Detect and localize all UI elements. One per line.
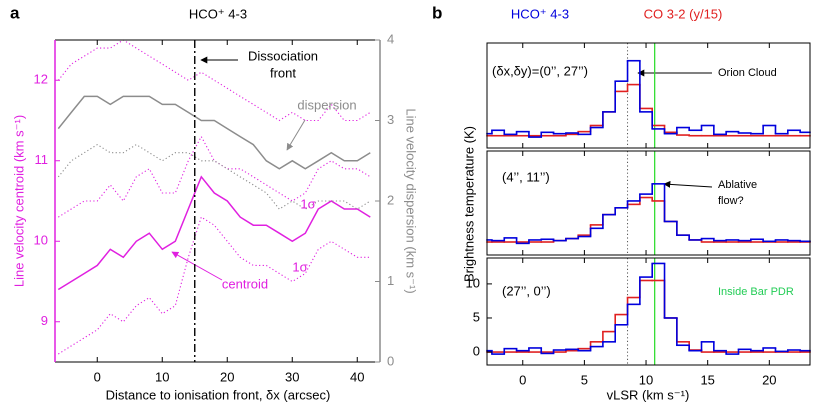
- y-tick-label: 10: [34, 233, 48, 248]
- y2-tick-label: 4: [387, 31, 394, 46]
- x-tick-label: 10: [155, 369, 169, 384]
- legend-label: CO 3-2 (y/15): [644, 6, 723, 21]
- x-tick-label: 10: [639, 372, 653, 387]
- annotation: Ablative: [718, 179, 757, 191]
- x-tick-label: 30: [285, 369, 299, 384]
- annotation: dispersion: [297, 97, 356, 112]
- series-line: [58, 135, 371, 218]
- annotation: 1σ: [292, 259, 307, 274]
- series-line: [57, 175, 371, 291]
- y-tick-label: 10: [466, 275, 480, 290]
- y-axis-label: Brightness temperature (K): [461, 126, 476, 282]
- panel-position-label: (δx,δy)=(0’’, 27’’): [492, 63, 588, 78]
- y2-tick-label: 0: [387, 353, 394, 368]
- y-tick-label: 12: [34, 72, 48, 87]
- x-axis-label: Distance to ionisation front, δx (arcsec…: [106, 387, 331, 402]
- series-line: [57, 143, 371, 210]
- x-tick-label: 20: [220, 369, 234, 384]
- y-tick-label: 11: [35, 152, 49, 167]
- panel-position-label: (4’’, 11’’): [502, 169, 550, 184]
- y-axis-label: Line velocity centroid (km s⁻¹): [11, 115, 26, 287]
- panel-label: a: [10, 3, 20, 22]
- panel-frame: [486, 150, 811, 256]
- legend-label: HCO⁺ 4-3: [511, 6, 569, 21]
- arrow: [171, 251, 223, 281]
- annotation: front: [270, 65, 296, 80]
- annotation: Orion Cloud: [718, 67, 777, 79]
- chart-title: HCO⁺ 4-3: [189, 6, 247, 21]
- panel-position-label: (27’’, 0’’): [502, 283, 551, 298]
- annotation: Dissociation: [248, 48, 318, 63]
- annotation: flow?: [718, 195, 744, 207]
- x-tick-label: 0: [519, 372, 526, 387]
- x-tick-label: 5: [581, 372, 588, 387]
- panel-frame: [486, 42, 811, 149]
- y-tick-label: 5: [473, 309, 480, 324]
- y-tick-label: 9: [41, 313, 48, 328]
- y2-axis-label: Line velocity dispersion (km s⁻¹): [404, 108, 419, 293]
- arrow: [286, 119, 306, 151]
- panel-label: b: [432, 3, 442, 22]
- series-line: [57, 39, 371, 122]
- series-line: [57, 95, 371, 170]
- x-tick-label: 0: [94, 369, 101, 384]
- y2-tick-label: 1: [387, 273, 394, 288]
- annotation: Inside Bar PDR: [718, 286, 794, 298]
- x-tick-label: 15: [700, 372, 714, 387]
- series-line: [58, 216, 371, 355]
- annotation: centroid: [222, 276, 268, 291]
- panel-frame: [486, 257, 811, 366]
- arrow: [663, 180, 713, 188]
- y-tick-label: 0: [473, 343, 480, 358]
- x-tick-label: 40: [350, 369, 364, 384]
- y2-tick-label: 3: [387, 112, 394, 127]
- y2-tick-label: 2: [387, 192, 394, 207]
- x-tick-label: 20: [762, 372, 776, 387]
- annotation: 1σ: [300, 196, 315, 211]
- x-axis-label: vLSR (km s⁻¹): [607, 387, 690, 402]
